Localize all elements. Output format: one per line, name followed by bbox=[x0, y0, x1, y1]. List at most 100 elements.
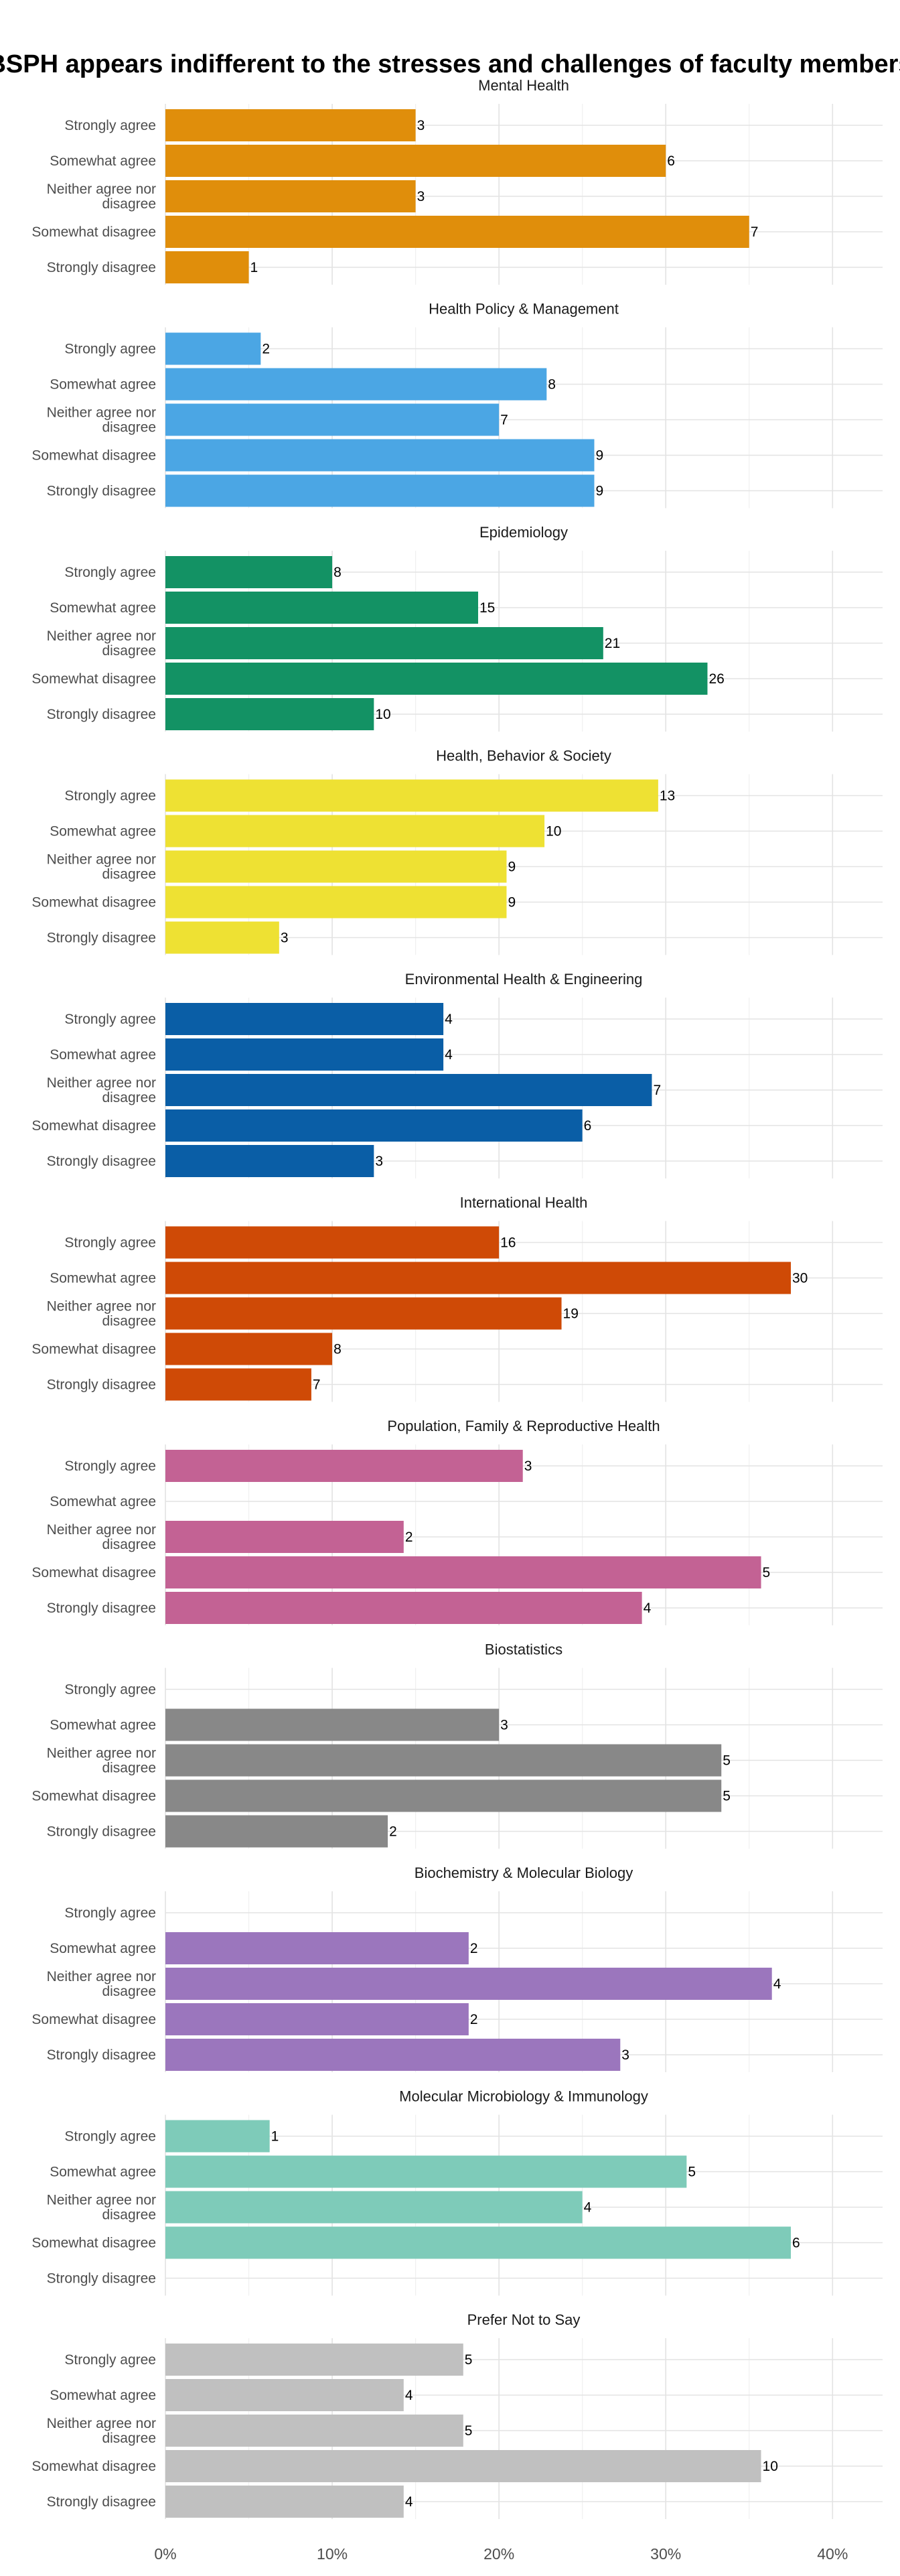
bar bbox=[165, 1932, 469, 1964]
bar-value-label: 3 bbox=[417, 118, 425, 133]
bar-value-label: 7 bbox=[653, 1083, 661, 1098]
bar-value-label: 5 bbox=[688, 2165, 696, 2180]
bar bbox=[165, 2155, 687, 2188]
facet-panel: Epidemiology Strongly agree 8 Somewhat agre… bbox=[31, 524, 883, 732]
bar-value-label: 4 bbox=[445, 1012, 453, 1027]
bar bbox=[165, 556, 333, 588]
category-label: Somewhat agree bbox=[50, 1271, 156, 1286]
x-tick-label: 10% bbox=[317, 2545, 348, 2563]
category-label: Strongly agree bbox=[64, 565, 156, 580]
facet-title: Biochemistry & Molecular Biology bbox=[415, 1865, 633, 1881]
bar-value-label: 3 bbox=[524, 1459, 532, 1474]
bar bbox=[165, 1145, 374, 1177]
bar bbox=[165, 1779, 722, 1812]
bar-value-label: 19 bbox=[563, 1306, 579, 1322]
bar-value-label: 5 bbox=[763, 1565, 771, 1580]
category-label: Neither agree nor disagree bbox=[47, 852, 156, 882]
category-label: Somewhat agree bbox=[50, 1941, 156, 1956]
category-label: Strongly agree bbox=[64, 118, 156, 133]
bar-value-label: 4 bbox=[445, 1047, 453, 1063]
category-label: Strongly disagree bbox=[47, 1377, 156, 1393]
x-tick-label: 40% bbox=[817, 2545, 848, 2563]
bar-value-label: 10 bbox=[546, 824, 561, 839]
facet-title: Biostatistics bbox=[485, 1641, 562, 1658]
x-tick-label: 30% bbox=[650, 2545, 681, 2563]
category-label: Neither agree nor disagree bbox=[47, 1522, 156, 1552]
category-label: Somewhat agree bbox=[50, 600, 156, 616]
category-label: Strongly disagree bbox=[47, 2047, 156, 2063]
facet-panel: Mental Health Strongly agree 3 Somewhat agr… bbox=[31, 77, 883, 285]
bar bbox=[165, 216, 749, 248]
category-label: Neither agree nor disagree bbox=[47, 628, 156, 659]
facet-panel: International Health Strongly agree 16 Some… bbox=[31, 1195, 883, 1402]
bar bbox=[165, 2226, 792, 2259]
category-label: Neither agree nor disagree bbox=[47, 1969, 156, 1999]
category-label: Somewhat disagree bbox=[31, 448, 156, 464]
bar-value-label: 10 bbox=[763, 2459, 778, 2474]
bar-value-label: 7 bbox=[751, 224, 759, 240]
bar-value-label: 7 bbox=[500, 413, 508, 428]
bar bbox=[165, 403, 500, 436]
facet-title: Environmental Health & Engineering bbox=[405, 971, 643, 988]
category-label: Strongly agree bbox=[64, 2129, 156, 2145]
category-label: Neither agree nor disagree bbox=[47, 2416, 156, 2446]
bar bbox=[165, 1968, 772, 2000]
category-label: Neither agree nor disagree bbox=[47, 405, 156, 435]
bar bbox=[165, 474, 595, 507]
bar-value-label: 2 bbox=[470, 1941, 478, 1956]
category-label: Strongly agree bbox=[64, 1905, 156, 1921]
bar bbox=[165, 145, 666, 177]
bar bbox=[165, 109, 416, 141]
bar bbox=[165, 2120, 270, 2153]
bar-value-label: 9 bbox=[595, 448, 603, 464]
x-axis: 0% 10% 20% 30% 40% bbox=[154, 2545, 848, 2563]
bar-value-label: 13 bbox=[660, 789, 675, 804]
bar bbox=[165, 921, 279, 954]
category-label: Somewhat disagree bbox=[31, 1565, 156, 1580]
category-label: Somewhat agree bbox=[50, 1494, 156, 1509]
bar bbox=[165, 1297, 562, 1330]
bar-value-label: 5 bbox=[723, 1753, 731, 1769]
category-label: Strongly disagree bbox=[47, 931, 156, 946]
bar bbox=[165, 1450, 523, 1482]
facet-title: Population, Family & Reproductive Health bbox=[387, 1418, 660, 1434]
category-label: Neither agree nor disagree bbox=[47, 1075, 156, 1105]
category-label: Strongly disagree bbox=[47, 260, 156, 275]
bar bbox=[165, 1226, 500, 1259]
bar bbox=[165, 332, 261, 365]
facet-title: Molecular Microbiology & Immunology bbox=[399, 2088, 648, 2105]
category-label: Strongly disagree bbox=[47, 1824, 156, 1840]
bar-value-label: 15 bbox=[479, 600, 495, 616]
bar bbox=[165, 886, 507, 919]
category-label: Strongly disagree bbox=[47, 1601, 156, 1616]
x-tick-label: 0% bbox=[154, 2545, 176, 2563]
bar bbox=[165, 2039, 621, 2071]
bar bbox=[165, 368, 547, 401]
category-label: Strongly agree bbox=[64, 342, 156, 357]
bar-value-label: 6 bbox=[667, 153, 675, 169]
bar-value-label: 2 bbox=[405, 1530, 413, 1545]
bar-value-label: 9 bbox=[508, 860, 516, 875]
facet-title: Health, Behavior & Society bbox=[436, 748, 611, 764]
bar-value-label: 4 bbox=[405, 2494, 413, 2510]
category-label: Somewhat disagree bbox=[31, 2236, 156, 2251]
category-label: Strongly disagree bbox=[47, 484, 156, 499]
bar bbox=[165, 2415, 463, 2447]
facet-panel: Health, Behavior & Society Strongly agree… bbox=[31, 748, 883, 955]
bar-value-label: 8 bbox=[548, 377, 556, 393]
bar-value-label: 4 bbox=[584, 2200, 592, 2216]
bar bbox=[165, 2486, 404, 2518]
facet-panel: Biochemistry & Molecular Biology Strongly… bbox=[31, 1865, 883, 2072]
bar bbox=[165, 1262, 792, 1294]
facet-panel: Health Policy & Management Strongly agree… bbox=[31, 301, 883, 509]
bar-value-label: 9 bbox=[595, 484, 603, 499]
category-label: Strongly agree bbox=[64, 789, 156, 804]
category-label: Neither agree nor disagree bbox=[47, 182, 156, 212]
bar-value-label: 10 bbox=[375, 707, 390, 722]
bar-value-label: 8 bbox=[333, 1342, 342, 1357]
category-label: Strongly agree bbox=[64, 1012, 156, 1027]
category-label: Neither agree nor disagree bbox=[47, 2193, 156, 2223]
bar bbox=[165, 815, 545, 848]
